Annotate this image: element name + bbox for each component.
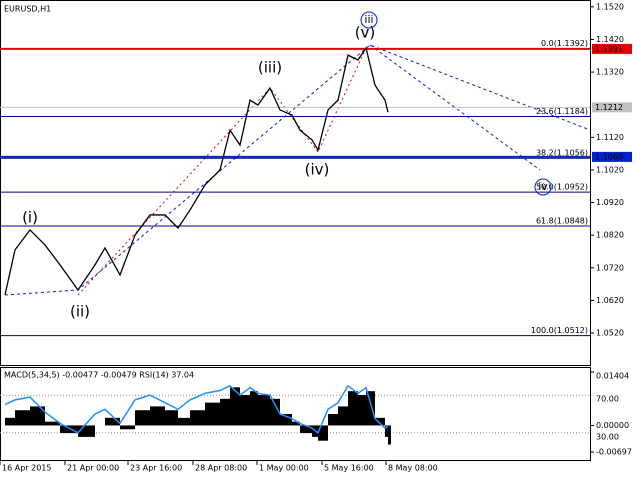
- fib-label: 23.6(1.1184): [536, 107, 588, 116]
- price-tag: [592, 151, 632, 162]
- macd-bar: [190, 410, 205, 426]
- wave-circle: [360, 11, 378, 29]
- macd-bar: [328, 414, 338, 426]
- macd-bar: [280, 414, 292, 426]
- y-tick-label: 1.1020: [596, 165, 624, 174]
- macd-bar: [300, 425, 312, 434]
- macd-bar: [250, 391, 258, 426]
- x-tick-label: 5 May 16:00: [324, 464, 374, 473]
- wave-label: (ii): [70, 303, 90, 321]
- y-tick-label: 1.1420: [596, 35, 624, 44]
- macd-bar: [348, 391, 358, 426]
- price-tag: [592, 43, 632, 54]
- macd-bar: [385, 425, 388, 437]
- fib-label: 50.0(1.0952): [536, 183, 588, 192]
- wave-line: [77, 47, 367, 296]
- price-line: [4, 46, 389, 296]
- macd-bar: [165, 410, 178, 426]
- macd-bar: [258, 394, 270, 426]
- macd-bar: [30, 406, 45, 426]
- macd-bar: [230, 387, 240, 426]
- macd-bar: [240, 394, 250, 426]
- price-tag: [592, 102, 632, 113]
- x-tick-label: 21 Apr 00:00: [67, 464, 119, 473]
- y-tick-label: 1.1520: [596, 2, 624, 11]
- macd-bar: [60, 425, 78, 434]
- macd-bar: [220, 398, 230, 426]
- wave-label: (i): [22, 209, 38, 227]
- x-tick-label: 23 Apr 16:00: [130, 464, 182, 473]
- macd-bar: [318, 425, 328, 441]
- x-tick-label: 1 May 00:00: [259, 464, 309, 473]
- macd-bar: [78, 425, 95, 437]
- y-tick-label: 0.01404: [596, 371, 629, 380]
- wave-label: iii: [364, 13, 373, 26]
- macd-bar: [150, 406, 165, 426]
- wave-circle: [534, 178, 552, 196]
- y-tick-label: 1.0720: [596, 263, 624, 272]
- indicator-title: MACD(5,34,5) -0.00477 -0.00479 RSI(14) 3…: [4, 371, 194, 380]
- macd-bar: [205, 402, 220, 426]
- y2-tick-label: 70.00: [596, 395, 619, 404]
- macd-bar: [375, 417, 385, 426]
- y-tick-label: 1.0620: [596, 296, 624, 305]
- macd-bar: [15, 410, 30, 426]
- macd-bar: [105, 417, 120, 426]
- fib-label: 61.8(1.0848): [536, 217, 588, 226]
- macd-bar: [292, 421, 300, 426]
- macd-bar: [338, 406, 348, 426]
- trend-line: [4, 44, 591, 296]
- y-tick-label: 1.1120: [596, 133, 624, 142]
- wave-label: (v): [355, 24, 376, 42]
- indicator-panel: [0, 367, 591, 461]
- macd-bar: [5, 417, 15, 426]
- wave-label: (iii): [258, 59, 282, 77]
- price-tag-label: 1.1212: [595, 103, 623, 112]
- macd-bar: [358, 394, 366, 426]
- chart-title: EURUSD,H1: [4, 5, 51, 14]
- y-tick-label: 1.0820: [596, 231, 624, 240]
- wave-label: (iv): [305, 161, 330, 179]
- x-tick-label: 16 Apr 2015: [2, 464, 51, 473]
- main-panel: [0, 0, 591, 366]
- macd-bar: [178, 417, 190, 426]
- fib-label: 0.0(1.1392): [541, 39, 588, 48]
- y-tick-label: 1.0520: [596, 329, 624, 338]
- macd-bar: [120, 425, 135, 430]
- macd-bar: [366, 391, 375, 426]
- macd-bar: [135, 410, 150, 426]
- y-tick-label: 0.00000: [596, 421, 629, 430]
- macd-bar: [270, 398, 280, 426]
- price-tag-label: 1.1060: [595, 152, 623, 161]
- rsi-line: [4, 384, 389, 434]
- y-tick-label: 1.0920: [596, 198, 624, 207]
- y-tick-label: -0.00697: [596, 448, 632, 457]
- fib-label: 38.2(1.1056): [536, 149, 588, 158]
- x-tick-label: 28 Apr 08:00: [195, 464, 247, 473]
- price-tag-label: 1.1391: [595, 44, 623, 53]
- y2-tick-label: 30.00: [596, 432, 619, 441]
- projection-line: [369, 44, 541, 171]
- macd-bar: [388, 425, 391, 445]
- x-tick-label: 8 May 08:00: [388, 464, 438, 473]
- macd-bar: [45, 421, 60, 426]
- wave-label: iv: [538, 180, 548, 193]
- y-tick-label: 1.1320: [596, 68, 624, 77]
- fib-label: 100.0(1.0512): [531, 326, 588, 335]
